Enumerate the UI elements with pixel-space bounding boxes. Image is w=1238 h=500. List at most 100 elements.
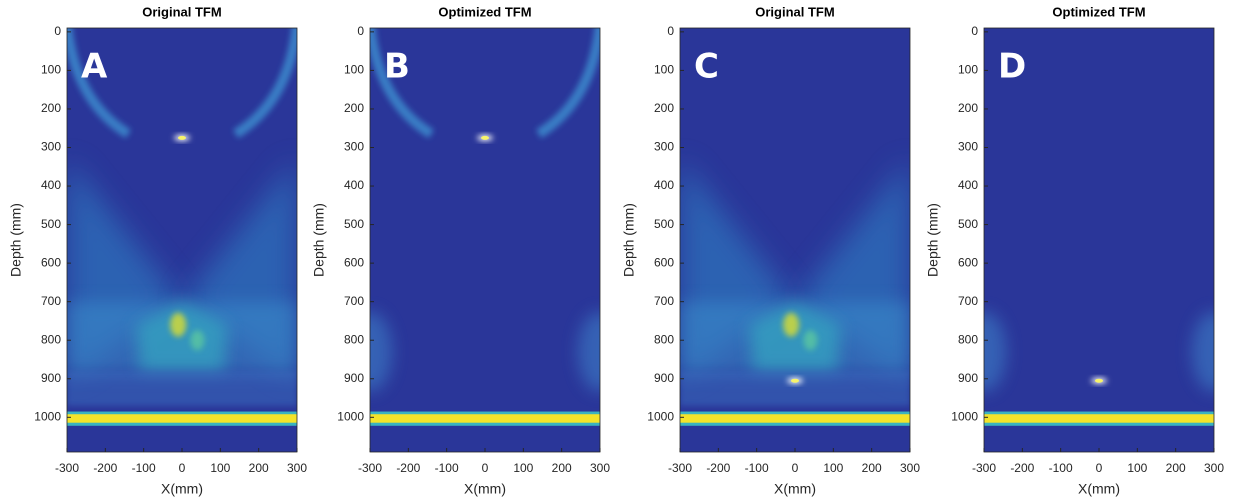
x-tick-label: 100	[513, 461, 533, 475]
reflector-spot	[1095, 378, 1103, 383]
hot-spot	[783, 312, 800, 337]
y-tick-label: 0	[971, 24, 978, 38]
x-tick-label: 200	[552, 461, 572, 475]
arc-glow	[370, 28, 435, 139]
panel-label: A	[81, 47, 108, 87]
hot-spot	[803, 330, 818, 351]
y-tick-label: 800	[654, 332, 674, 346]
hot-spot	[190, 330, 205, 351]
x-tick-label: -200	[706, 461, 730, 475]
y-tick-label: 300	[654, 140, 674, 154]
chart-title: Optimized TFM	[438, 4, 531, 19]
glow	[67, 371, 297, 406]
glow	[680, 371, 910, 406]
side-glow	[578, 311, 600, 392]
y-tick-label: 700	[41, 294, 61, 308]
heatmap	[984, 28, 1214, 452]
x-tick-label: -100	[435, 461, 459, 475]
y-tick-label: 300	[344, 140, 364, 154]
x-tick-label: 100	[823, 461, 843, 475]
y-tick-label: 500	[958, 217, 978, 231]
y-axis-label: Depth (mm)	[621, 203, 637, 277]
y-tick-label: 700	[958, 294, 978, 308]
reflector-spot	[178, 135, 186, 140]
y-tick-label: 900	[654, 371, 674, 385]
y-tick-label: 800	[41, 332, 61, 346]
x-tick-label: -100	[745, 461, 769, 475]
y-tick-label: 400	[41, 178, 61, 192]
y-tick-label: 400	[654, 178, 674, 192]
x-tick-label: 300	[900, 461, 920, 475]
heatmap	[67, 28, 297, 452]
panel-label: C	[694, 47, 719, 87]
x-tick-label: 200	[1166, 461, 1186, 475]
y-tick-label: 900	[344, 371, 364, 385]
x-tick-label: 0	[179, 461, 186, 475]
y-tick-label: 600	[41, 255, 61, 269]
y-tick-label: 0	[667, 24, 674, 38]
x-tick-label: -200	[93, 461, 117, 475]
chart-title: Original TFM	[142, 4, 221, 19]
x-tick-label: -300	[668, 461, 692, 475]
x-axis-label: X(mm)	[774, 481, 816, 497]
y-tick-label: 500	[41, 217, 61, 231]
background	[984, 28, 1214, 452]
y-tick-label: 200	[958, 101, 978, 115]
x-tick-label: 100	[210, 461, 230, 475]
y-tick-label: 100	[344, 63, 364, 77]
x-tick-label: 200	[862, 461, 882, 475]
x-tick-label: 300	[287, 461, 307, 475]
x-tick-label: 200	[249, 461, 269, 475]
side-glow	[370, 311, 392, 392]
arc-glow	[535, 28, 600, 139]
y-tick-label: 0	[357, 24, 364, 38]
chart-title: Optimized TFM	[1052, 4, 1145, 19]
arc-glow	[232, 28, 297, 139]
y-tick-label: 600	[958, 255, 978, 269]
y-tick-label: 0	[54, 24, 61, 38]
y-tick-label: 100	[654, 63, 674, 77]
x-axis-label: X(mm)	[1078, 481, 1120, 497]
x-tick-label: -200	[1010, 461, 1034, 475]
x-axis-label: X(mm)	[464, 481, 506, 497]
y-tick-label: 300	[41, 140, 61, 154]
heatmap	[680, 28, 910, 452]
hot-spot	[170, 312, 187, 337]
chart-title: Original TFM	[755, 4, 834, 19]
glow	[749, 301, 841, 372]
side-glow	[984, 311, 1006, 392]
y-tick-label: 500	[344, 217, 364, 231]
x-tick-label: -200	[396, 461, 420, 475]
back-wall	[67, 414, 297, 423]
background	[370, 28, 600, 452]
back-wall	[680, 414, 910, 423]
y-tick-label: 200	[654, 101, 674, 115]
x-tick-label: -100	[132, 461, 156, 475]
back-wall	[370, 414, 600, 423]
y-tick-label: 400	[344, 178, 364, 192]
y-tick-label: 100	[958, 63, 978, 77]
y-tick-label: 800	[958, 332, 978, 346]
panel-label: D	[998, 47, 1026, 87]
y-tick-label: 800	[344, 332, 364, 346]
y-tick-label: 100	[41, 63, 61, 77]
y-tick-label: 600	[344, 255, 364, 269]
y-tick-label: 1000	[647, 409, 674, 423]
x-tick-label: 300	[1204, 461, 1224, 475]
heatmap	[370, 28, 600, 452]
reflector-spot	[481, 135, 489, 140]
glow	[136, 301, 228, 372]
y-axis-label: Depth (mm)	[311, 203, 327, 277]
y-tick-label: 1000	[951, 409, 978, 423]
y-tick-label: 900	[958, 371, 978, 385]
x-tick-label: 300	[590, 461, 610, 475]
reflector-spot	[791, 378, 799, 383]
y-tick-label: 1000	[337, 409, 364, 423]
x-tick-label: 100	[1127, 461, 1147, 475]
y-axis-label: Depth (mm)	[8, 203, 24, 277]
y-tick-label: 700	[654, 294, 674, 308]
